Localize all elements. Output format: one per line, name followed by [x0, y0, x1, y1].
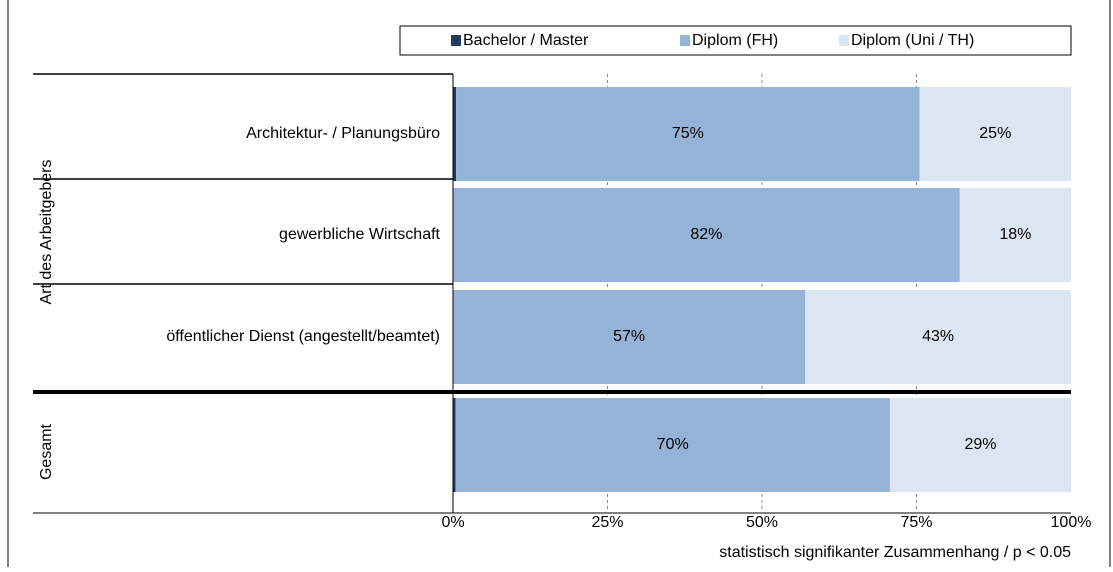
value-label: 43%: [922, 328, 954, 345]
legend-label: Diplom (FH): [692, 32, 778, 49]
x-tick-label: 25%: [591, 514, 623, 531]
category-label: Architektur- / Planungsbüro: [246, 125, 440, 142]
x-tick-label: 75%: [900, 514, 932, 531]
value-label: 29%: [964, 436, 996, 453]
x-tick-label: 0%: [441, 514, 464, 531]
legend-swatch: [839, 35, 849, 46]
bar-segment: [453, 398, 456, 492]
bar-segment: [453, 188, 960, 282]
value-label: 18%: [999, 226, 1031, 243]
note: statistisch signifikanter Zusammenhang /…: [719, 544, 1071, 561]
bar-segment: [455, 398, 890, 492]
category-label: öffentlicher Dienst (angestellt/beamtet): [166, 328, 440, 345]
bar-segment: [453, 290, 806, 384]
x-tick-label: 100%: [1051, 514, 1092, 531]
value-label: 70%: [657, 436, 689, 453]
x-tick-label: 50%: [746, 514, 778, 531]
bar-segment: [919, 87, 1071, 181]
group-label: Art des Arbeitgebers: [38, 160, 55, 305]
category-label: gewerbliche Wirtschaft: [279, 226, 441, 243]
bar-segment: [453, 87, 457, 181]
value-label: 25%: [979, 125, 1011, 142]
bar-segment: [889, 398, 1071, 492]
bar-segment: [959, 188, 1071, 282]
legend-swatch: [451, 35, 461, 46]
legend-swatch: [680, 35, 690, 46]
legend-label: Bachelor / Master: [463, 32, 589, 49]
bar-segment: [456, 87, 920, 181]
value-label: 57%: [613, 328, 645, 345]
group-label: Gesamt: [38, 423, 55, 480]
value-label: 82%: [690, 226, 722, 243]
legend: [399, 25, 1072, 56]
bar-segment: [805, 290, 1071, 384]
legend-label: Diplom (Uni / TH): [851, 32, 974, 49]
value-label: 75%: [672, 125, 704, 142]
